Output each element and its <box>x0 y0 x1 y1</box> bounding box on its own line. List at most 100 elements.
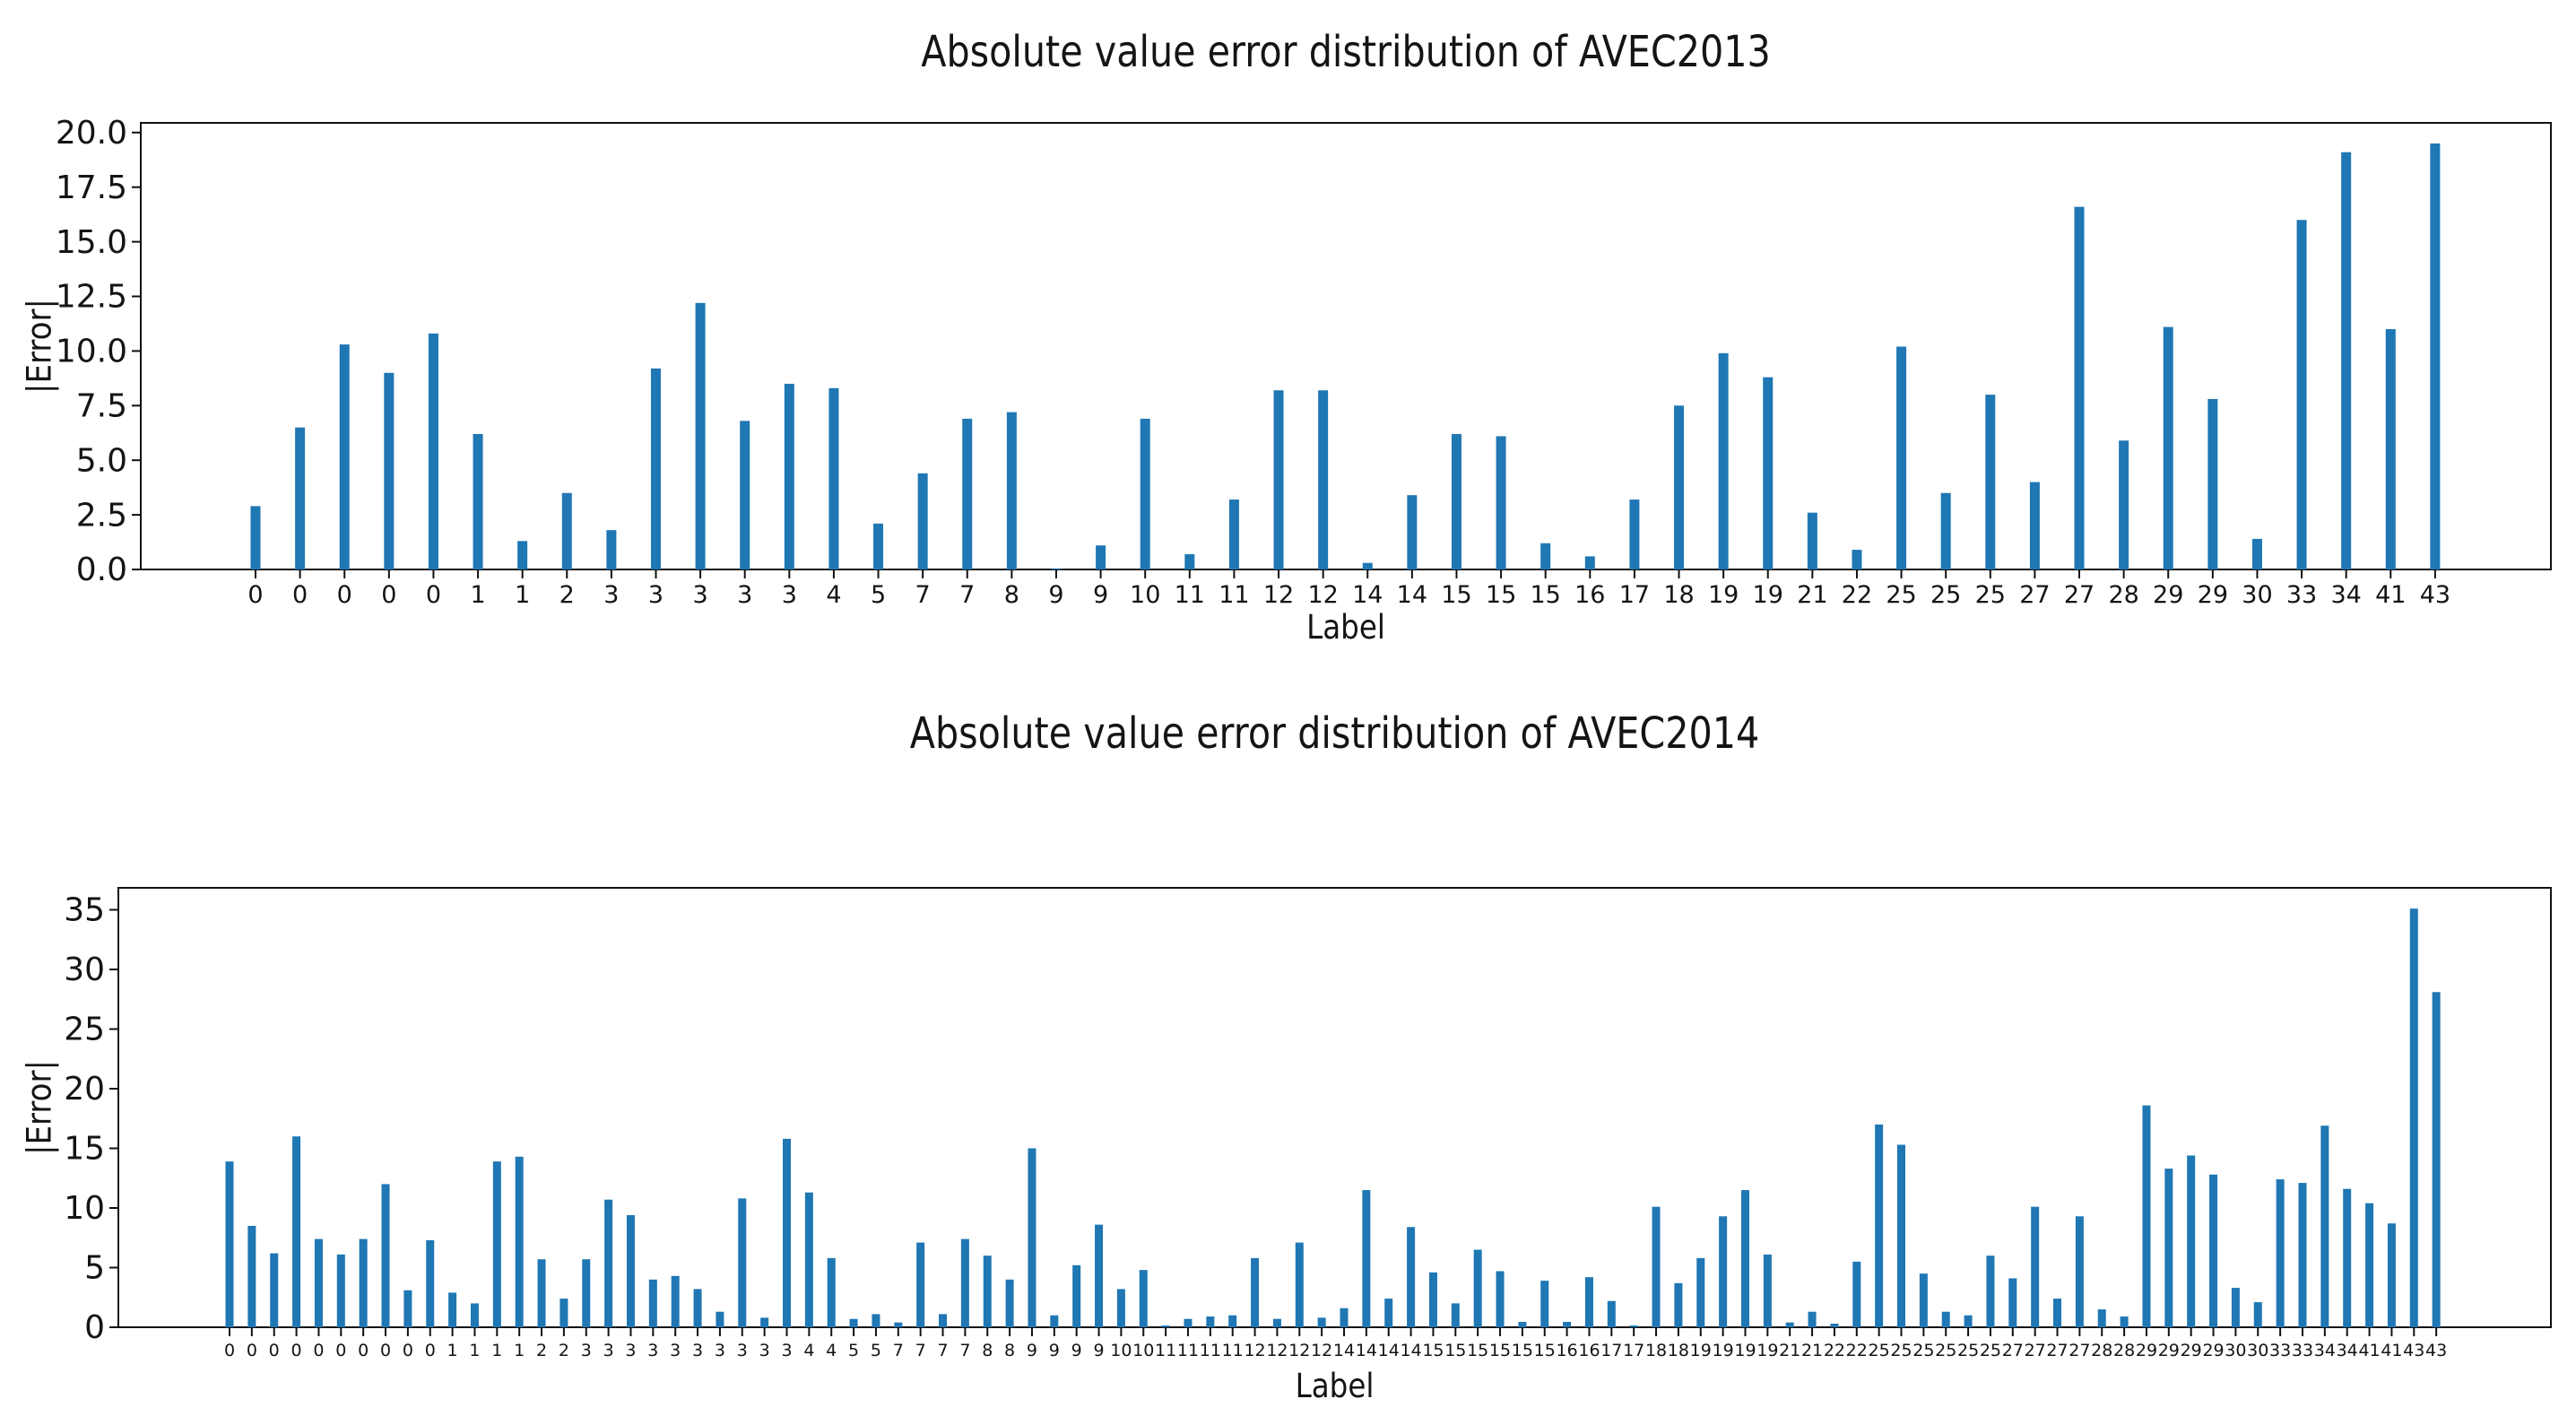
x-tick-label: 14 <box>1378 1341 1400 1360</box>
x-tick-label: 19 <box>1708 581 1739 609</box>
x-tick-label: 9 <box>1071 1341 1082 1360</box>
bar <box>2387 1223 2396 1327</box>
y-tick-label: 30 <box>64 951 105 988</box>
x-tick-label: 19 <box>1713 1341 1734 1360</box>
x-tick-label: 25 <box>1957 1341 1979 1360</box>
bar <box>1896 346 1907 569</box>
x-tick-label: 0 <box>403 1341 413 1360</box>
bar <box>1206 1316 1215 1327</box>
bar <box>1451 433 1461 569</box>
x-tick-label: 16 <box>1578 1341 1600 1360</box>
bar <box>827 1257 836 1327</box>
x-tick-label: 43 <box>2403 1341 2424 1360</box>
bar <box>2296 220 2307 570</box>
bar <box>1407 1227 1416 1327</box>
bar <box>760 1317 769 1327</box>
x-tick-label: 15 <box>1444 1341 1466 1360</box>
bar <box>1228 1315 1237 1327</box>
x-tick-label: 3 <box>715 1341 725 1360</box>
x-tick-label: 19 <box>1690 1341 1712 1360</box>
x-tick-label: 41 <box>2381 1341 2402 1360</box>
bar <box>804 1192 813 1327</box>
x-tick-label: 25 <box>1930 581 1961 609</box>
bar <box>648 1279 657 1327</box>
y-tick-label: 17.5 <box>56 169 127 206</box>
x-tick-label: 15 <box>1486 581 1516 609</box>
x-tick-label: 7 <box>959 1341 970 1360</box>
bar <box>314 1238 323 1327</box>
chart2-y-axis-label: |Error| <box>20 1060 59 1155</box>
x-tick-label: 28 <box>2091 1341 2112 1360</box>
x-tick-label: 7 <box>893 1341 904 1360</box>
bar <box>2119 440 2129 569</box>
x-tick-label: 2 <box>559 1341 569 1360</box>
bar <box>2385 329 2396 569</box>
plot-frame <box>117 887 2552 1328</box>
bar <box>1718 352 1729 569</box>
bar <box>2053 1299 2062 1327</box>
x-tick-label: 1 <box>514 1341 525 1360</box>
bar <box>983 1256 992 1327</box>
bar <box>626 1214 635 1327</box>
bar <box>1674 1282 1683 1327</box>
x-tick-label: 1 <box>470 581 485 609</box>
x-tick-label: 0 <box>292 581 308 609</box>
x-tick-label: 30 <box>2242 581 2272 609</box>
bar <box>1072 1264 1081 1327</box>
bar <box>381 1184 390 1327</box>
x-tick-label: 17 <box>1600 1341 1622 1360</box>
bar <box>1584 1277 1593 1327</box>
bar <box>1273 390 1284 569</box>
x-tick-label: 3 <box>648 581 664 609</box>
x-tick-label: 7 <box>937 1341 948 1360</box>
chart1-y-axis-label: |Error| <box>20 299 59 394</box>
bar <box>2365 1203 2374 1327</box>
chart1-title: Absolute value error distribution of AVE… <box>921 27 1771 77</box>
bar <box>225 1161 234 1327</box>
bar <box>1540 543 1551 569</box>
bar <box>250 506 261 569</box>
x-tick-label: 4 <box>826 1341 837 1360</box>
x-tick-label: 16 <box>1574 581 1605 609</box>
bar <box>2320 1125 2329 1327</box>
x-tick-label: 43 <box>2420 581 2450 609</box>
x-tick-label: 11 <box>1219 581 1249 609</box>
x-tick-label: 25 <box>1886 581 1916 609</box>
bar <box>1005 1279 1014 1327</box>
bar <box>1272 1318 1281 1327</box>
x-tick-label: 29 <box>2153 581 2183 609</box>
bar <box>693 1289 702 1327</box>
x-tick-label: 18 <box>1645 1341 1667 1360</box>
x-tick-label: 27 <box>2064 581 2095 609</box>
x-tick-label: 11 <box>1155 1341 1176 1360</box>
x-tick-label: 12 <box>1263 581 1294 609</box>
x-tick-label: 3 <box>603 1341 614 1360</box>
bar <box>1696 1257 1705 1327</box>
x-tick-label: 12 <box>1244 1341 1265 1360</box>
bar <box>1985 395 1996 569</box>
bar <box>1719 1216 1728 1327</box>
x-tick-label: 25 <box>1935 1341 1956 1360</box>
x-tick-label: 1 <box>469 1341 480 1360</box>
x-tick-label: 9 <box>1093 1341 1104 1360</box>
y-tick-label: 5 <box>84 1250 105 1287</box>
x-tick-label: 28 <box>2108 581 2138 609</box>
bar <box>1317 1317 1326 1327</box>
x-tick-label: 12 <box>1266 1341 1288 1360</box>
x-tick-label: 1 <box>447 1341 458 1360</box>
x-tick-label: 0 <box>425 1341 436 1360</box>
bar <box>1986 1256 1995 1327</box>
x-tick-label: 19 <box>1756 1341 1778 1360</box>
bar <box>1050 1315 1059 1327</box>
x-tick-label: 11 <box>1222 1341 1244 1360</box>
bar <box>2231 1288 2240 1327</box>
x-tick-label: 27 <box>2046 1341 2068 1360</box>
bar <box>1964 1315 1973 1327</box>
x-tick-label: 3 <box>781 1341 792 1360</box>
x-tick-label: 0 <box>291 1341 302 1360</box>
y-tick-label: 10 <box>64 1190 105 1227</box>
x-tick-label: 21 <box>1779 1341 1800 1360</box>
bar <box>1496 1271 1505 1327</box>
bar <box>604 1199 613 1327</box>
bar <box>1584 556 1595 569</box>
